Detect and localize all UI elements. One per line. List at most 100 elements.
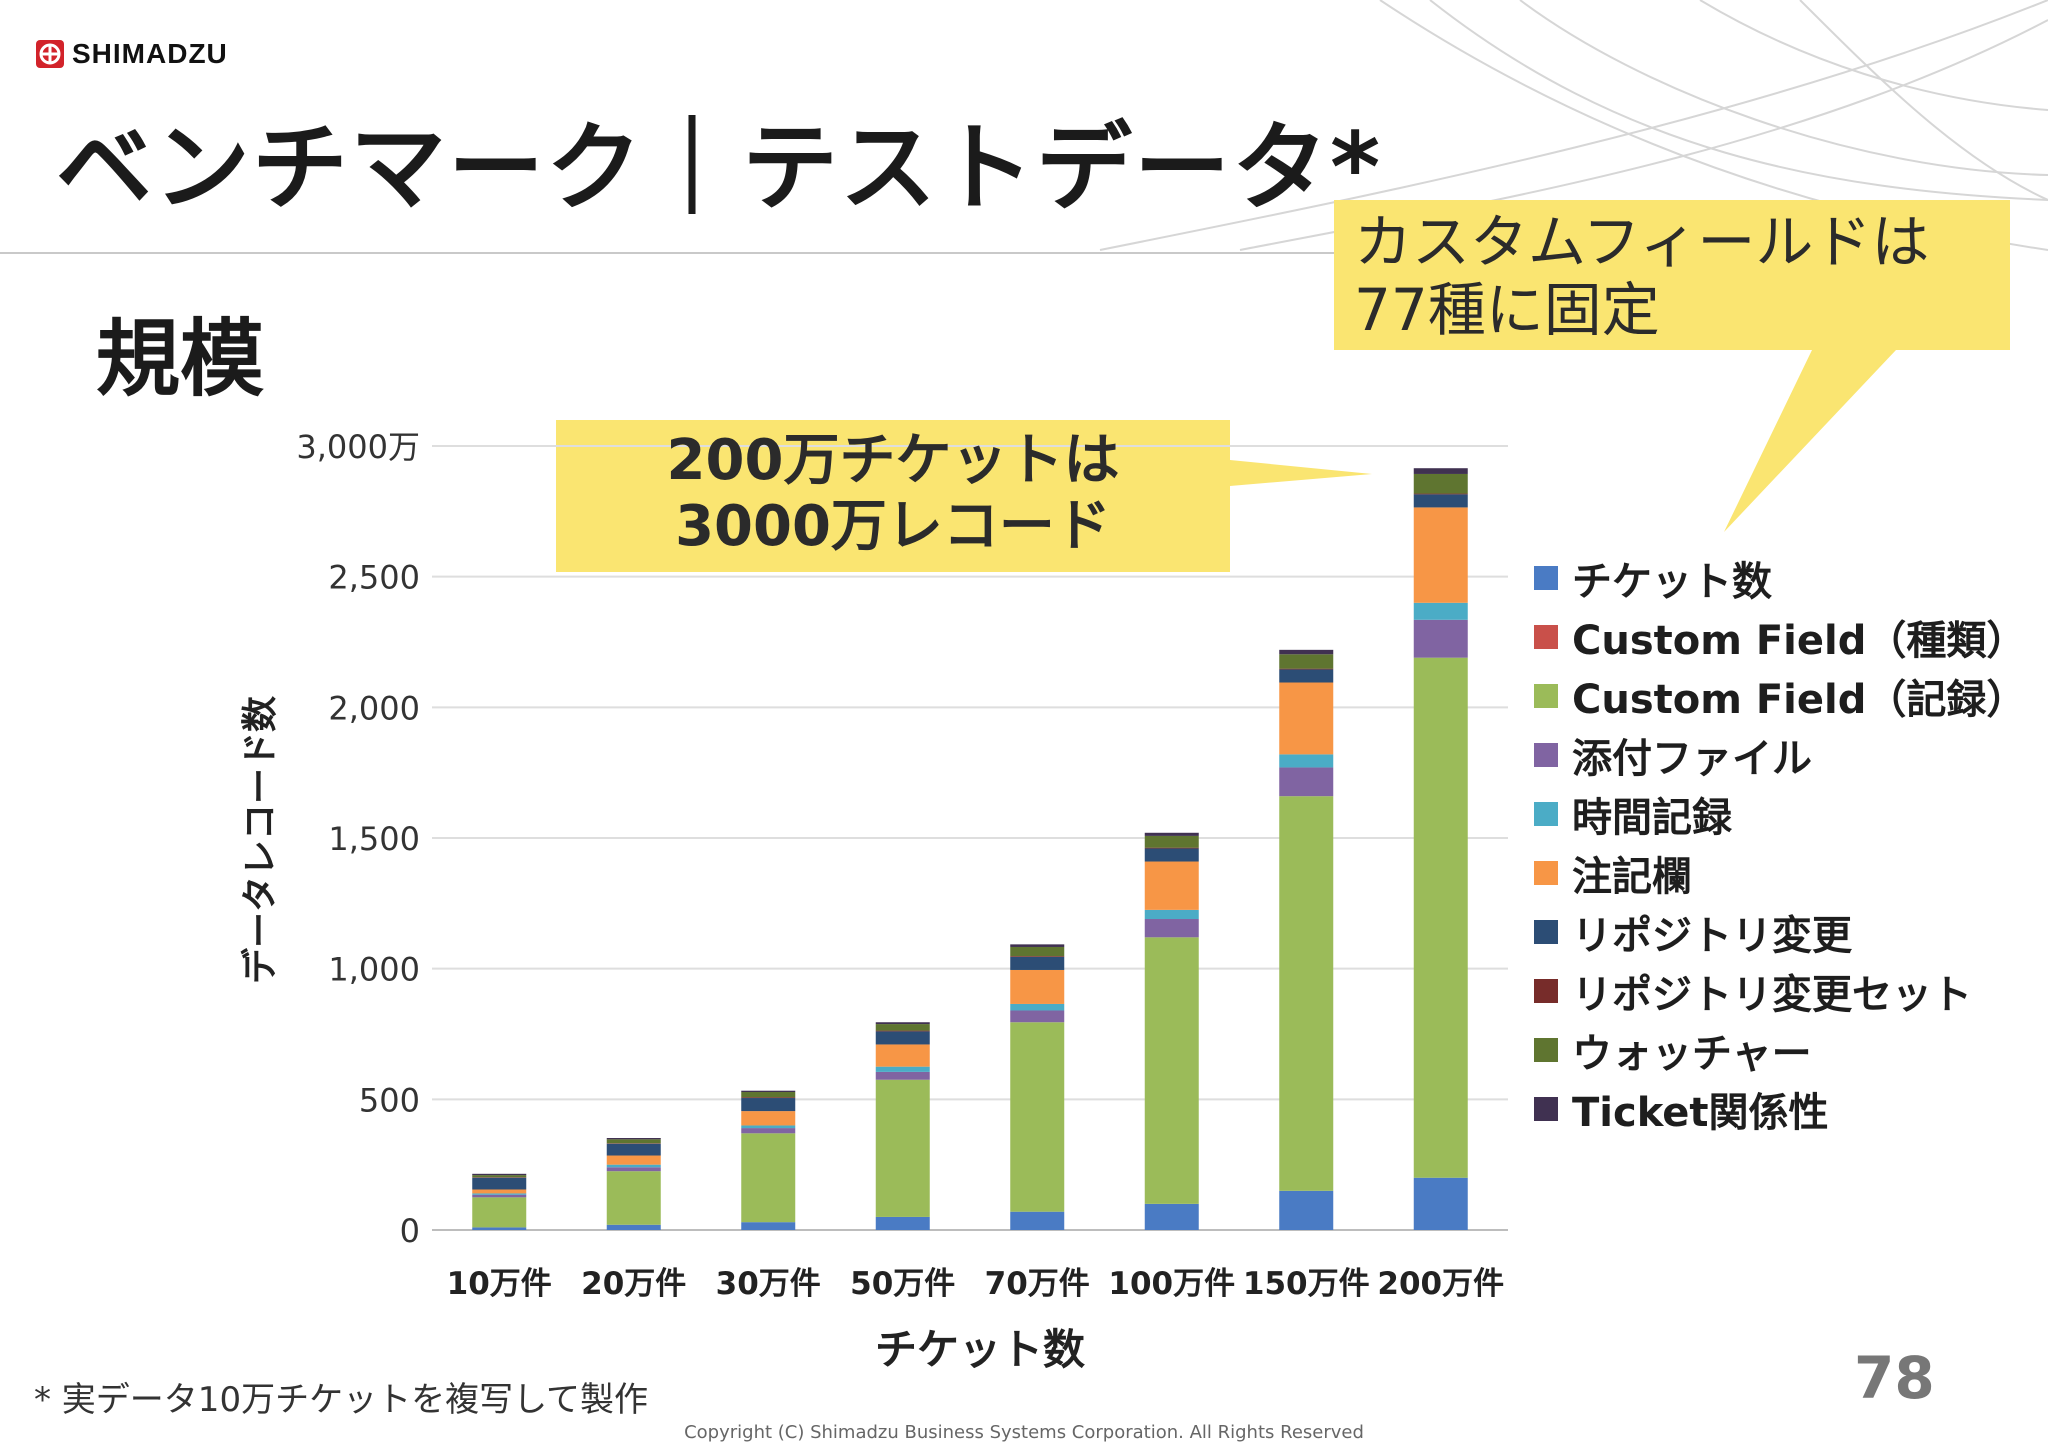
bar-segment [1144, 909, 1199, 920]
bar-segment [1279, 767, 1334, 797]
bar-segment [1279, 669, 1334, 683]
bar-segment [606, 1143, 661, 1144]
bar-segment [741, 1111, 796, 1126]
bar-segment [741, 1097, 796, 1099]
bar-segment [1144, 1203, 1199, 1230]
bar-segment [472, 1189, 527, 1194]
bar-segment [1279, 1190, 1334, 1230]
legend-swatch [1534, 624, 1558, 649]
legend-label: リポジトリ変更 [1572, 912, 1852, 959]
legend-item: Ticket関係性 [1534, 1079, 2026, 1138]
bar-segment [741, 1125, 796, 1129]
bar-segment [606, 1139, 661, 1144]
legend-item: 注記欄 [1534, 843, 2026, 902]
bar-segment [875, 1071, 930, 1080]
bar-segment [1010, 956, 1065, 957]
x-tick-label: 50万件 [850, 1266, 955, 1302]
bar-segment [1010, 946, 1065, 957]
bar-segment [1144, 848, 1199, 862]
bar-segment [606, 1155, 661, 1165]
bar-segment [1144, 835, 1199, 848]
slide-subtitle: 規模 [96, 310, 265, 408]
x-tick-label: 10万件 [447, 1266, 552, 1302]
legend-swatch [1534, 683, 1558, 708]
page-number: 78 [1854, 1344, 1935, 1412]
bar-segment [741, 1222, 796, 1230]
legend-item: Custom Field（種類） [1534, 607, 2026, 666]
legend-swatch [1534, 565, 1558, 590]
legend-label: リポジトリ変更セット [1572, 971, 1972, 1018]
bar-segment [606, 1138, 661, 1140]
x-tick-label: 150万件 [1243, 1266, 1370, 1302]
legend-item: 時間記録 [1534, 784, 2026, 843]
y-tick-label: 1,500 [328, 820, 420, 858]
legend-label: 添付ファイル [1572, 735, 1812, 782]
footnote: * 実データ10万チケットを複写して製作 [34, 1380, 649, 1420]
y-tick-label: 1,000 [328, 951, 420, 989]
callout-line: 3000万レコード [675, 494, 1111, 559]
bar-segment [1144, 919, 1199, 938]
bar-segment [1144, 861, 1199, 910]
bar-segment [472, 1175, 527, 1178]
bar-segment [1413, 602, 1468, 620]
legend-swatch [1534, 1096, 1558, 1121]
legend-label: Custom Field（記録） [1572, 676, 2027, 723]
bar-segment [875, 1066, 930, 1072]
bar-segment [875, 1031, 930, 1045]
legend-swatch [1534, 978, 1558, 1003]
bar-segment [472, 1197, 527, 1228]
legend-item: 添付ファイル [1534, 725, 2026, 784]
bar-segment [1010, 969, 1065, 1004]
bar-segment [1279, 668, 1334, 670]
bar-segment [1010, 1022, 1065, 1212]
legend-swatch [1534, 1037, 1558, 1062]
y-axis-label: データレコード数 [239, 696, 281, 984]
legend-item: ウォッチャー [1534, 1020, 2026, 1079]
bar-segment [606, 1164, 661, 1168]
bar-segment [1279, 654, 1334, 669]
bar-segment [741, 1133, 796, 1223]
y-tick-label: 2,000 [328, 689, 420, 727]
bar-segment [606, 1171, 661, 1225]
callout-bubble-tickets [556, 420, 1372, 572]
bar-segment [472, 1227, 527, 1230]
bar-segment [472, 1194, 527, 1198]
bar-segment [606, 1167, 661, 1172]
bar-segment [1010, 1003, 1065, 1011]
title-divider [0, 252, 1560, 254]
bar-segment [1413, 1177, 1468, 1230]
bar-segment [741, 1128, 796, 1134]
bar-segment [1279, 649, 1334, 655]
brand-logo: SHIMADZU [36, 38, 228, 70]
bar-segment [875, 1044, 930, 1067]
callout-bubble-custom-field [1334, 200, 2010, 532]
bar-segment [1413, 494, 1468, 508]
bar-segment [472, 1173, 527, 1176]
slide-title: ベンチマーク｜テストデータ* [56, 112, 1383, 224]
legend-label: Custom Field（種類） [1572, 617, 2027, 664]
bar-segment [1010, 944, 1065, 947]
legend-label: チケット数 [1572, 558, 1772, 605]
chart-legend: チケット数 Custom Field（種類） Custom Field（記録） 添付フ… [1534, 548, 2026, 1138]
bar-segment [875, 1022, 930, 1025]
bar-segment [1144, 847, 1199, 849]
bar-segment [875, 1024, 930, 1031]
y-tick-label: 500 [359, 1081, 420, 1119]
x-tick-label: 20万件 [581, 1266, 686, 1302]
legend-swatch [1534, 919, 1558, 944]
callout-line: 200万チケットは [666, 428, 1120, 493]
brand-name: SHIMADZU [72, 38, 228, 69]
y-tick-label: 0 [400, 1212, 420, 1250]
x-tick-label: 100万件 [1108, 1266, 1235, 1302]
x-tick-label: 70万件 [985, 1266, 1090, 1302]
callout-text-tickets: 200万チケットは 3000万レコード [556, 428, 1230, 560]
legend-item: チケット数 [1534, 548, 2026, 607]
bar-segment [1413, 468, 1468, 474]
legend-item: リポジトリ変更 [1534, 902, 2026, 961]
legend-label: 注記欄 [1572, 853, 1692, 900]
legend-swatch [1534, 801, 1558, 826]
callout-text-custom-field: カスタムフィールドは 77種に固定 [1354, 208, 1994, 344]
bar-segment [1413, 657, 1468, 1178]
bar-segment [1413, 619, 1468, 658]
